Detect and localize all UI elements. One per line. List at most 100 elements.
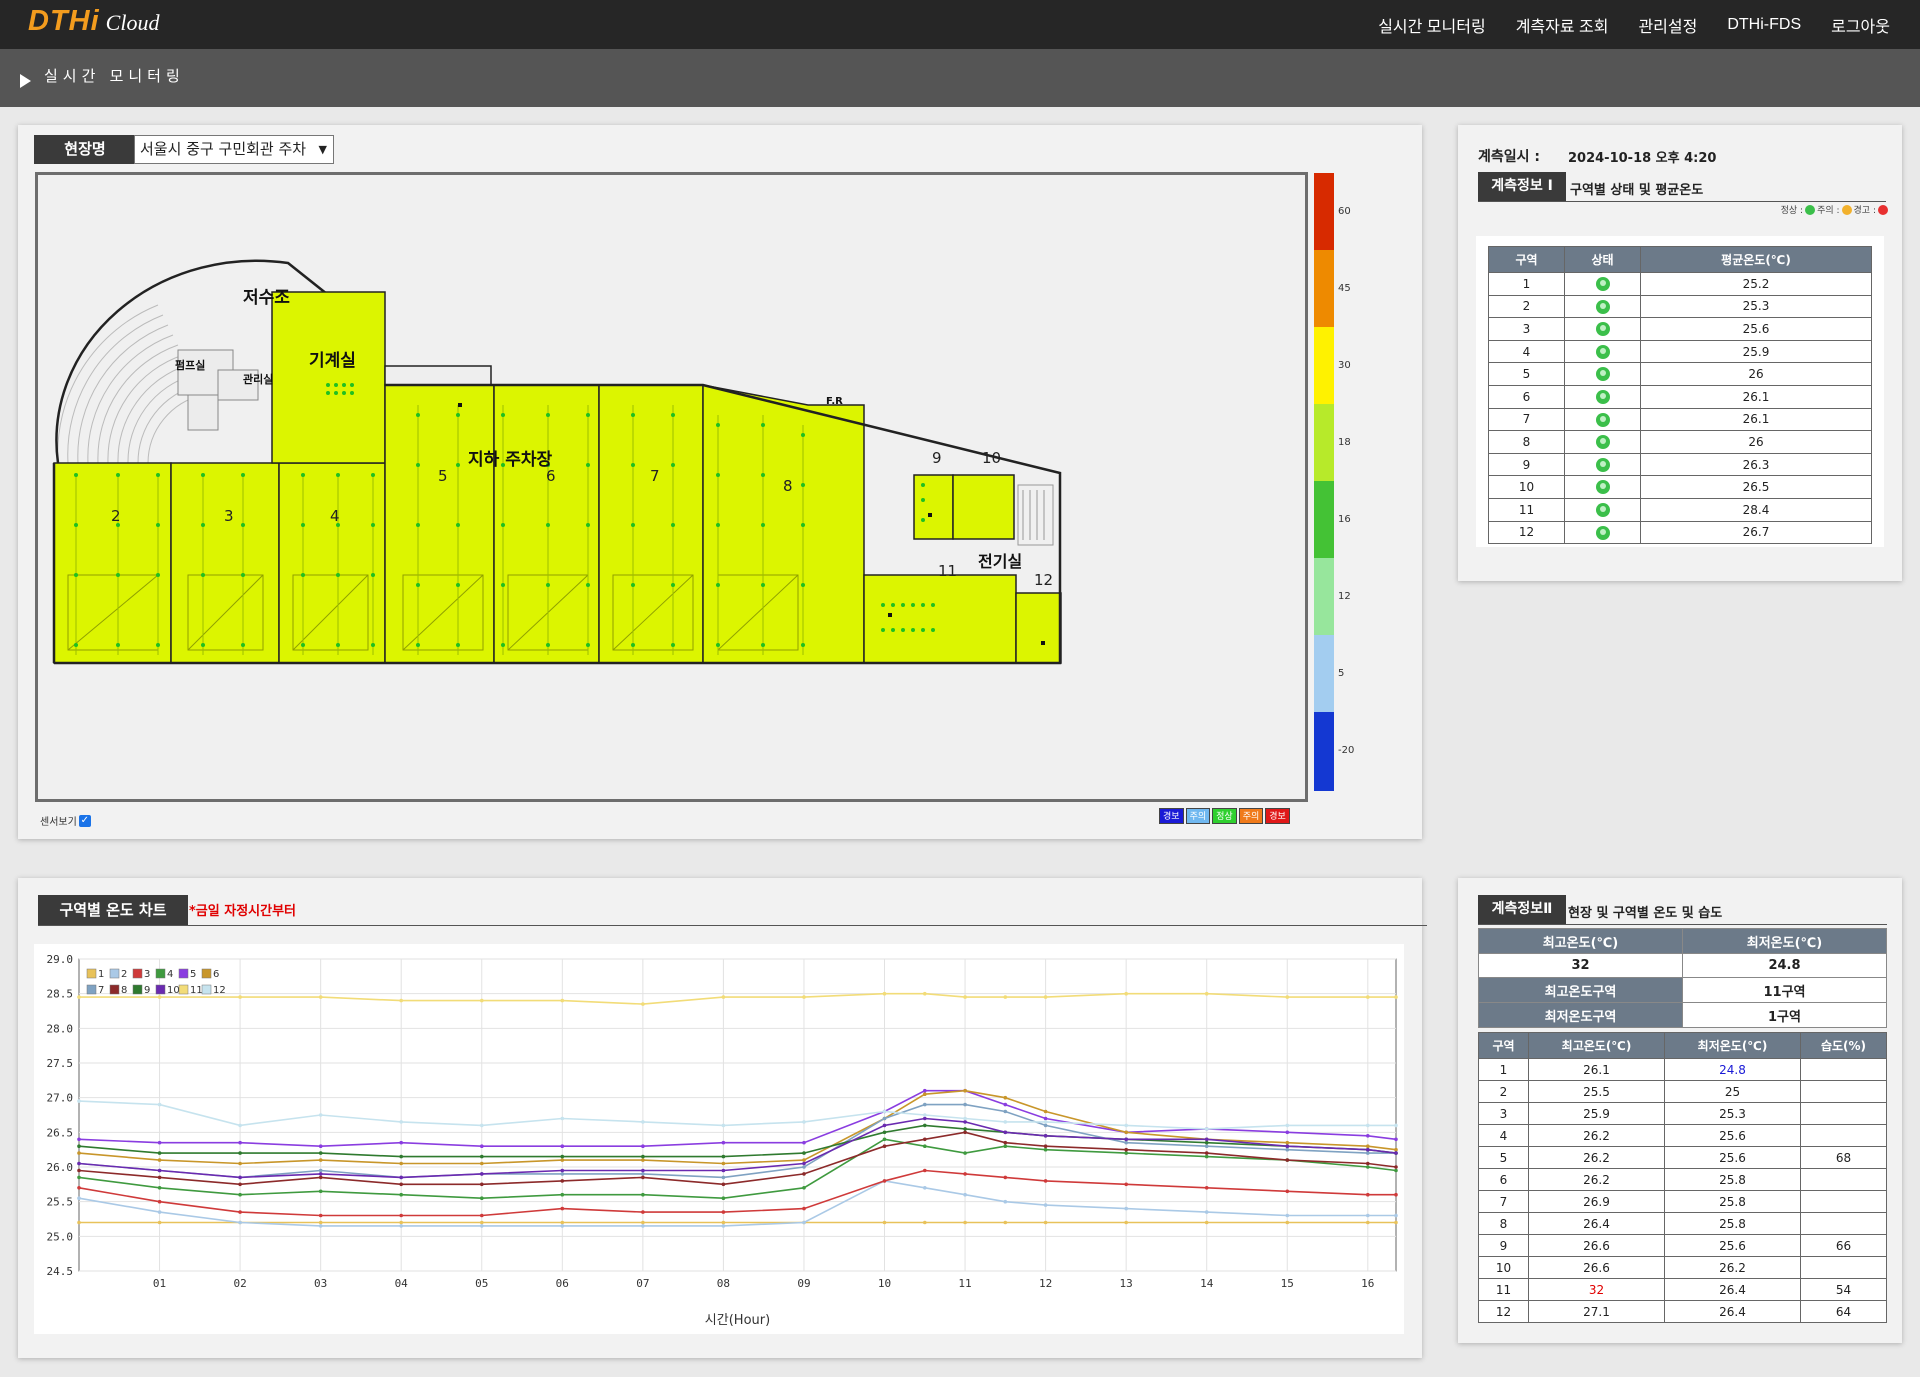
zone-status-table-wrap: 구역 상태 평균온도(℃) 1 25.2 2 25.3 3 25.6 4 25.9 5 26 6 26…: [1476, 236, 1884, 547]
zone-cell: 7: [1478, 1190, 1529, 1213]
data-point-12: [1204, 1127, 1209, 1131]
data-point-10: [923, 1116, 927, 1121]
series-line-8: [78, 1131, 1397, 1186]
normal-status-icon: [1595, 457, 1610, 472]
data-point-11: [1124, 991, 1128, 996]
nav-measurement-query[interactable]: 계측자료 조회: [1515, 18, 1609, 36]
nav-dthi-fds[interactable]: DTHi-FDS: [1727, 15, 1802, 33]
data-point-3: [923, 1168, 927, 1173]
zone-9-area: [913, 474, 954, 540]
scale-seg-18: [1314, 404, 1334, 481]
avg-temp-cell: 26.3: [1640, 452, 1872, 477]
min-temp-cell: 25.6: [1664, 1124, 1801, 1147]
data-point-11: [1204, 991, 1209, 996]
data-point-7: [802, 1165, 806, 1169]
legend-label: 3: [144, 969, 150, 980]
data-point-1: [1124, 1220, 1128, 1225]
data-point-8: [923, 1137, 927, 1142]
normal-status-icon: [1805, 204, 1816, 215]
legend-label: 12: [213, 985, 226, 996]
data-point-2: [77, 1196, 81, 1200]
building-outline-arc: [55, 259, 377, 464]
data-point-2: [480, 1224, 484, 1228]
max-temp-header: 최고온도(℃): [1478, 928, 1683, 954]
data-point-2: [963, 1192, 967, 1197]
min-temp-cell: 26.4: [1664, 1300, 1801, 1323]
avg-temp-cell: 25.3: [1640, 294, 1872, 319]
data-point-10: [802, 1161, 806, 1166]
legend-label: 6: [213, 969, 219, 980]
x-tick-label: 14: [1200, 1277, 1214, 1290]
data-point-12: [238, 1123, 242, 1128]
zone-status-table: 구역 상태 평균온도(℃) 1 25.2 2 25.3 3 25.6 4 25.9 5 26 6 26…: [1488, 246, 1872, 545]
legend-label: 10: [167, 985, 180, 996]
breadcrumb: 실시간 모니터링: [0, 49, 1920, 107]
zone-label-3: 3: [224, 507, 234, 525]
status-cell: [1564, 452, 1641, 477]
data-point-6: [157, 1158, 162, 1162]
zone-cell: 10: [1488, 475, 1565, 499]
zone-cell: 12: [1488, 520, 1565, 545]
sensor-toggle[interactable]: 센서보기 ✓: [40, 813, 91, 828]
col-min-temp: 최저온도(℃): [1664, 1032, 1801, 1059]
data-point-7: [318, 1168, 323, 1173]
scale-label: 12: [1338, 591, 1351, 602]
data-point-3: [157, 1199, 162, 1204]
data-point-5: [318, 1144, 323, 1148]
site-select[interactable]: 서울시 중구 구민회관 주차 ▼: [134, 135, 334, 164]
data-point-2: [399, 1224, 404, 1228]
badge-alarm-low: 경보: [1159, 808, 1184, 824]
data-point-8: [560, 1179, 565, 1183]
legend-label: 4: [167, 969, 173, 980]
max-zone-label: 최고온도구역: [1478, 977, 1683, 1003]
top-nav: DTHi Cloud 실시간 모니터링 계측자료 조회 관리설정 DTHi-FD…: [0, 0, 1920, 49]
humidity-cell: [1800, 1168, 1887, 1191]
min-temp-cell: 25.3: [1664, 1102, 1801, 1125]
col-avg-temp: 평균온도(℃): [1640, 246, 1872, 273]
data-point-10: [882, 1123, 887, 1128]
status-cell: [1564, 384, 1641, 409]
data-point-7: [721, 1175, 726, 1180]
data-point-1: [1366, 1220, 1370, 1225]
data-point-5: [77, 1137, 81, 1142]
data-point-6: [560, 1158, 565, 1162]
data-point-12: [560, 1116, 565, 1121]
data-point-4: [963, 1151, 967, 1155]
data-point-7: [1043, 1123, 1048, 1128]
data-point-9: [157, 1151, 162, 1155]
x-tick-label: 04: [395, 1277, 409, 1290]
data-point-10: [399, 1175, 404, 1180]
zone-status-row: 9 26.3: [1488, 452, 1872, 477]
data-point-5: [721, 1140, 726, 1145]
zone-label-4: 4: [330, 507, 340, 525]
col-zone: 구역: [1488, 246, 1565, 273]
zone-label-2: 2: [111, 507, 121, 525]
data-point-10: [77, 1161, 81, 1166]
data-point-3: [399, 1213, 404, 1218]
data-point-12: [963, 1116, 967, 1121]
status-cell: [1564, 475, 1641, 499]
sensor-toggle-checkbox[interactable]: ✓: [78, 814, 91, 827]
max-zone-row: 최고온도구역 11구역: [1478, 977, 1887, 1003]
data-point-9: [318, 1151, 323, 1155]
logo-main: DTHi: [28, 5, 100, 37]
zone-cell: 2: [1478, 1080, 1529, 1103]
data-point-11: [923, 991, 927, 996]
data-point-1: [157, 1220, 162, 1225]
data-point-2: [560, 1224, 565, 1228]
nav-logout[interactable]: 로그아웃: [1831, 18, 1890, 36]
min-zone-row: 최저온도구역 1구역: [1478, 1002, 1887, 1028]
app-logo[interactable]: DTHi Cloud: [28, 5, 159, 45]
zone-5-area: [384, 384, 495, 664]
data-point-2: [923, 1186, 927, 1190]
data-point-1: [641, 1220, 645, 1225]
status-legend-badges: 경보 주의 정상 주의 경보: [1159, 808, 1290, 824]
data-point-9: [238, 1151, 242, 1155]
play-arrow-icon: [20, 74, 31, 88]
nav-realtime-monitoring[interactable]: 실시간 모니터링: [1378, 18, 1486, 36]
legend-swatch-6: [201, 968, 212, 979]
data-point-8: [318, 1175, 323, 1180]
nav-admin-settings[interactable]: 관리설정: [1638, 18, 1698, 36]
data-point-6: [318, 1158, 323, 1162]
data-point-8: [641, 1175, 645, 1180]
